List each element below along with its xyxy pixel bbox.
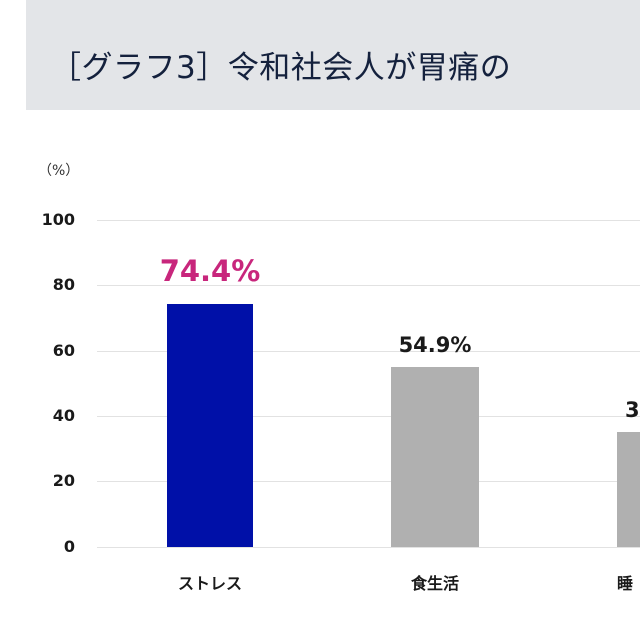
bar-value-label-diet: 54.9% <box>398 333 472 357</box>
y-tick-0: 0 <box>63 537 75 556</box>
gridline-80 <box>97 285 640 286</box>
gridline-60 <box>97 351 640 352</box>
bar-value-label-stress: 74.4% <box>159 254 261 288</box>
y-axis-unit-label: （%） <box>38 163 80 179</box>
y-tick-40: 40 <box>52 406 75 425</box>
chart-title-banner: ［グラフ3］令和社会人が胃痛の <box>26 0 640 110</box>
gridline-20 <box>97 481 640 482</box>
category-label-diet: 食生活 <box>410 574 459 593</box>
chart-title: ［グラフ3］令和社会人が胃痛の <box>50 50 512 86</box>
y-tick-80: 80 <box>52 275 75 294</box>
bar-diet <box>391 367 479 547</box>
gridline-100 <box>97 220 640 221</box>
gridline-40 <box>97 416 640 417</box>
y-tick-20: 20 <box>52 471 75 490</box>
y-tick-100: 100 <box>41 210 75 229</box>
bar-sleep <box>617 432 640 547</box>
category-label-sleep: 睡 <box>617 574 634 593</box>
category-label-stress: ストレス <box>177 574 242 593</box>
bar-value-label-sleep: 3 <box>625 398 640 422</box>
bar-stress <box>167 304 253 547</box>
gridline-0 <box>97 547 640 548</box>
y-tick-60: 60 <box>52 341 75 360</box>
